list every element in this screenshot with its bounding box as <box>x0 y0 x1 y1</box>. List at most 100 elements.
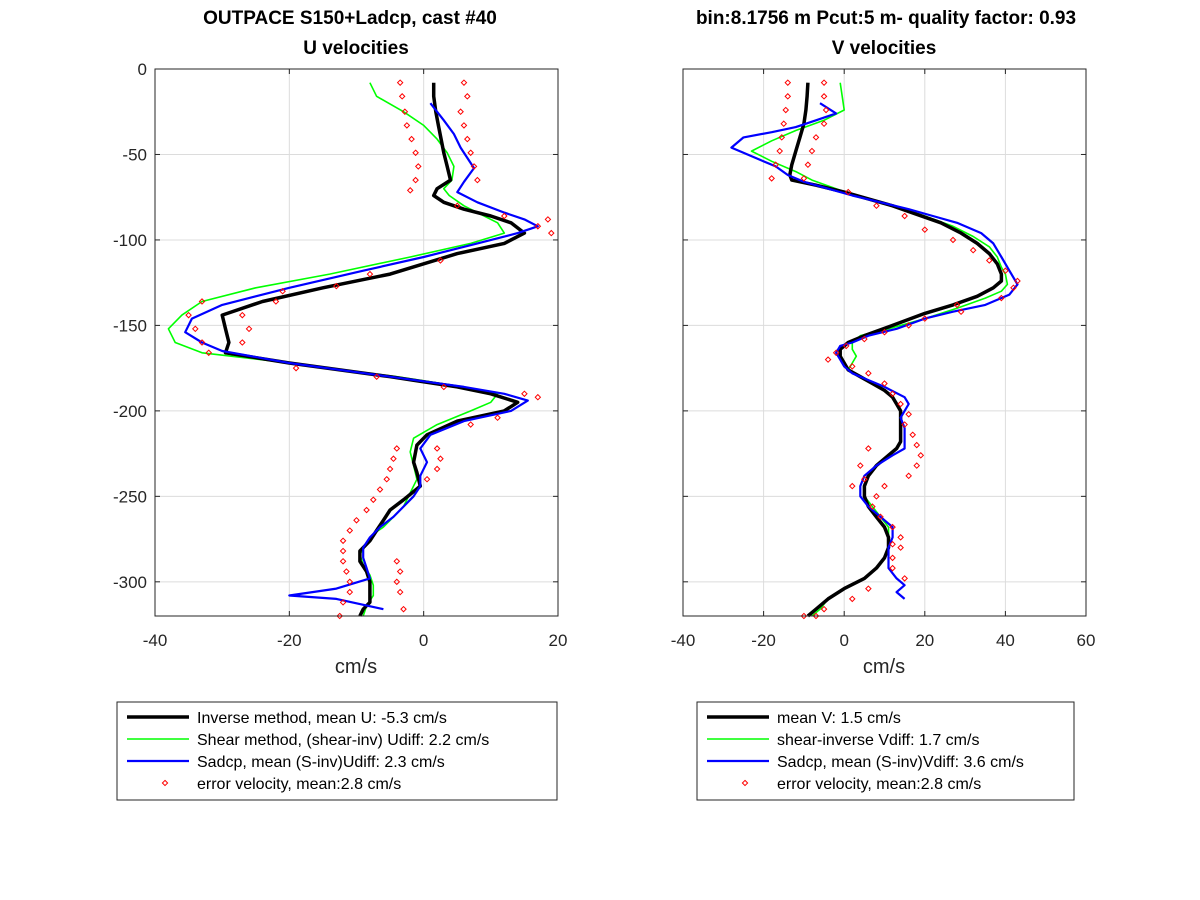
v-error-marker <box>848 363 856 370</box>
v-xtick-label: 40 <box>996 631 1015 650</box>
u-ytick-label: -50 <box>122 145 147 164</box>
u-error-marker <box>433 465 441 473</box>
v-error-marker <box>913 462 921 469</box>
v-shear-line <box>750 82 1009 617</box>
v-error-marker <box>921 315 929 322</box>
u-legend[interactable]: Inverse method, mean U: -5.3 cm/s Shear m… <box>116 701 558 801</box>
u-error-marker <box>414 163 422 170</box>
u-error-marker <box>460 122 468 129</box>
v-error-marker <box>842 342 850 350</box>
v-error-marker <box>913 441 921 449</box>
u-data-layer <box>167 79 555 620</box>
u-error-marker <box>398 93 406 100</box>
u-error-marker <box>400 605 407 613</box>
v-error-marker <box>782 106 790 114</box>
v-error-marker <box>772 161 779 169</box>
v-error-marker <box>804 161 812 169</box>
u-error-marker <box>396 568 404 575</box>
u-error-marker <box>440 383 448 391</box>
v-error-marker <box>921 226 929 233</box>
v-error-marker <box>905 322 912 329</box>
u-error-marker <box>396 588 404 596</box>
v-legend-shear-label: shear-inverse Vdiff: 1.7 cm/s <box>777 732 979 749</box>
u-error-marker <box>464 93 471 100</box>
v-error-marker <box>949 236 957 244</box>
v-axes-box <box>682 68 1087 617</box>
u-error-marker <box>339 599 347 606</box>
v-error-marker <box>877 513 884 521</box>
u-error-marker <box>521 390 528 398</box>
v-error-marker <box>812 134 820 141</box>
v-error-marker <box>985 257 993 264</box>
u-error-marker <box>343 568 350 575</box>
u-legend-error-label: error velocity, mean:2.8 cm/s <box>197 776 401 793</box>
u-error-marker <box>383 475 391 483</box>
u-error-marker <box>191 325 199 333</box>
v-error-marker <box>784 93 792 100</box>
u-error-marker <box>198 339 206 346</box>
v-error-marker <box>812 612 820 620</box>
v-sadcp-line <box>730 102 1019 600</box>
u-error-marker <box>500 212 508 220</box>
v-error-marker <box>881 380 888 387</box>
u-error-marker <box>369 496 377 504</box>
u-error-marker <box>534 393 542 401</box>
v-inverse-line <box>788 82 1004 618</box>
u-panel-title: OUTPACE S150+Ladcp, cast #40 <box>203 8 497 29</box>
u-ytick-label: 0 <box>138 60 147 79</box>
u-error-marker <box>474 176 481 184</box>
u-error-marker <box>272 298 280 305</box>
v-error-marker <box>881 328 888 336</box>
v-error-marker <box>953 301 961 309</box>
v-error-marker <box>1002 267 1009 275</box>
v-legend[interactable]: mean V: 1.5 cm/s shear-inverse Vdiff: 1.7… <box>696 701 1075 801</box>
u-error-marker <box>386 465 394 473</box>
u-error-marker <box>457 108 464 116</box>
v-error-marker <box>881 482 888 490</box>
v-error-marker <box>889 540 896 548</box>
u-error-marker <box>185 311 192 319</box>
v-error-marker <box>905 472 912 480</box>
v-legend-inverse-label: mean V: 1.5 cm/s <box>777 710 901 727</box>
u-legend-error-swatch <box>161 779 169 787</box>
u-error-marker <box>494 414 501 422</box>
u-xtick-label: -20 <box>277 631 302 650</box>
u-panel-subtitle: U velocities <box>303 38 409 59</box>
u-ytick-label: -300 <box>113 573 147 592</box>
v-error-marker <box>889 390 896 398</box>
u-error-marker <box>239 339 246 346</box>
u-sadcp-line <box>184 102 539 611</box>
v-error-marker <box>820 120 828 128</box>
u-legend-box <box>116 701 558 801</box>
v-error-marker <box>822 106 830 114</box>
u-error-marker <box>336 612 344 620</box>
v-legend-error-swatch <box>741 779 749 787</box>
u-xtick-label: 20 <box>549 631 568 650</box>
v-error-marker <box>897 544 904 551</box>
v-xlabel: cm/s <box>863 656 905 678</box>
v-ticks: -40 -20 0 20 40 60 <box>671 68 1095 650</box>
v-error-marker <box>998 294 1005 302</box>
u-error-marker <box>393 557 401 565</box>
v-error-marker <box>844 188 852 196</box>
u-legend-inverse-label: Inverse method, mean U: -5.3 cm/s <box>197 710 447 727</box>
u-inverse-line <box>220 82 527 617</box>
u-ticks: -40 -20 0 200-50-100-150-200-250-300 <box>113 60 567 650</box>
v-data-layer <box>730 79 1021 620</box>
u-error-marker <box>353 516 360 524</box>
v-error-marker <box>857 462 864 469</box>
u-error-marker <box>205 349 213 357</box>
u-xtick-label: 0 <box>419 631 428 650</box>
u-error-marker <box>339 547 347 555</box>
u-error-marker <box>534 222 542 230</box>
u-error-marker <box>467 149 474 157</box>
u-error-marker <box>363 506 370 514</box>
v-error-marker <box>1014 277 1021 285</box>
v-error-marker <box>869 503 876 510</box>
v-error-marker <box>897 400 904 408</box>
v-error-marker <box>848 595 856 603</box>
u-error-marker <box>401 108 409 116</box>
v-error-marker <box>848 482 856 490</box>
u-error-marker <box>453 202 461 210</box>
